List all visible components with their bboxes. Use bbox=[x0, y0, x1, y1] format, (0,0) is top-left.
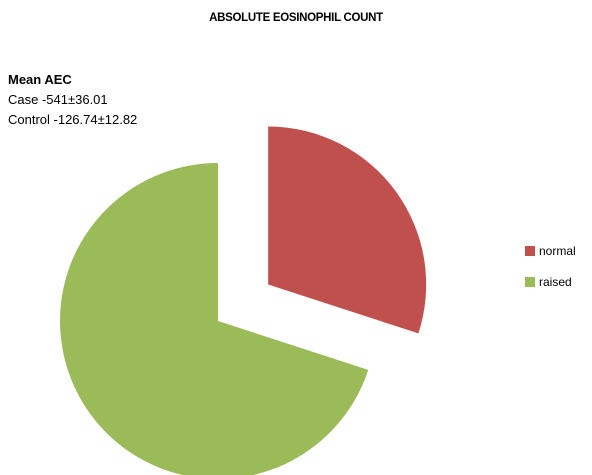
mean-aec-annotation: Mean AEC Case -541±36.01 Control -126.74… bbox=[8, 70, 137, 130]
pie-slice-normal bbox=[268, 126, 427, 334]
legend: normal raised bbox=[525, 243, 576, 305]
annotation-heading: Mean AEC bbox=[8, 72, 72, 87]
pie-slice-raised bbox=[60, 163, 369, 475]
legend-item-normal: normal bbox=[525, 243, 576, 259]
legend-label-normal: normal bbox=[539, 244, 576, 258]
annotation-control-line: Control -126.74±12.82 bbox=[8, 112, 138, 127]
annotation-case-line: Case -541±36.01 bbox=[8, 92, 108, 107]
chart-title: ABSOLUTE EOSINOPHIL COUNT bbox=[209, 12, 383, 24]
legend-item-raised: raised bbox=[525, 274, 576, 290]
legend-swatch-raised bbox=[525, 277, 535, 287]
legend-swatch-normal bbox=[525, 246, 535, 256]
legend-label-raised: raised bbox=[539, 275, 572, 289]
